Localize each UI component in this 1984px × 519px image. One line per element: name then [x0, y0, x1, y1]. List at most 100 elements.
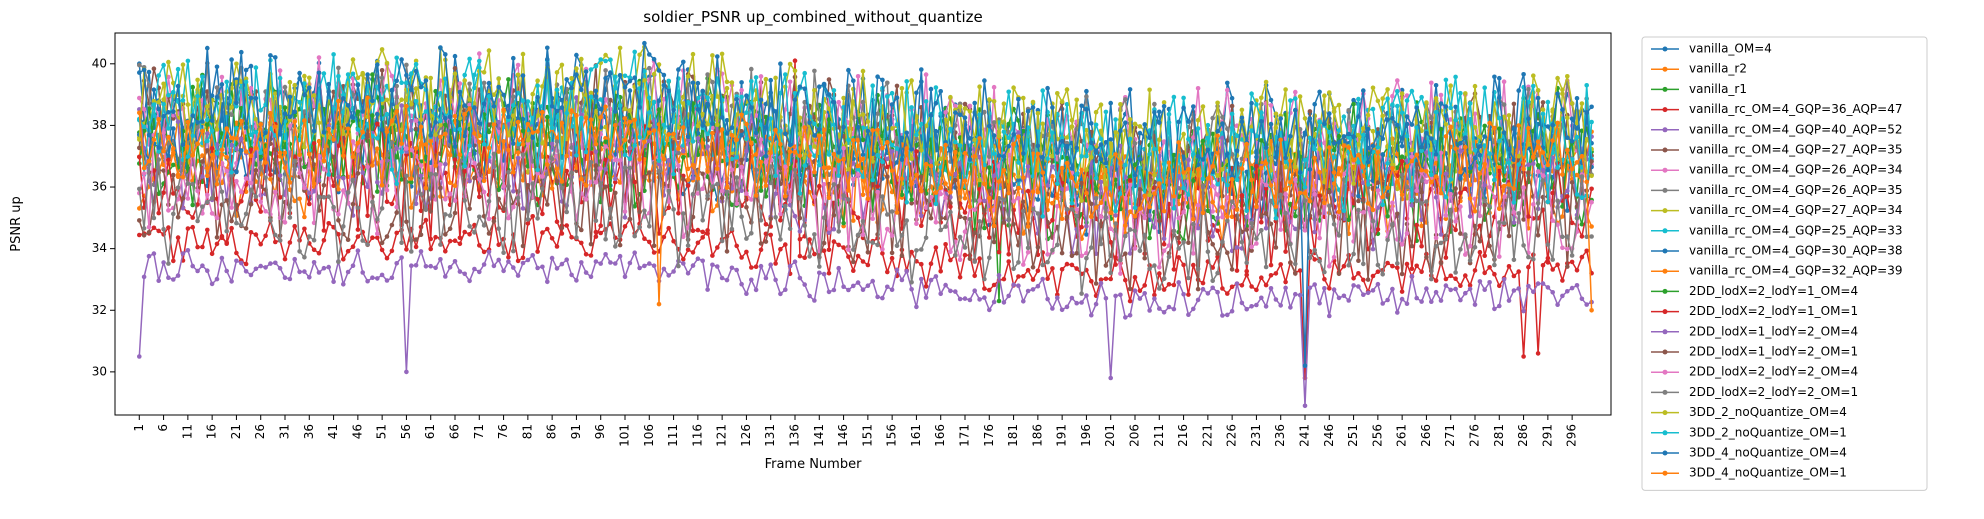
data-point — [302, 185, 307, 191]
data-point — [1385, 87, 1390, 92]
data-point — [282, 220, 288, 225]
data-point — [1433, 278, 1439, 283]
data-point — [1089, 121, 1094, 126]
data-point — [545, 202, 550, 207]
data-point — [263, 209, 268, 214]
data-point — [506, 259, 511, 264]
data-point — [1545, 285, 1551, 290]
data-point — [826, 152, 832, 157]
data-point — [608, 260, 613, 265]
data-point — [1351, 276, 1356, 281]
data-point — [1059, 186, 1065, 192]
data-point — [1161, 242, 1167, 247]
data-point — [171, 258, 176, 264]
data-point — [923, 72, 929, 77]
data-point — [375, 111, 380, 117]
data-point — [326, 221, 332, 226]
data-point — [1356, 96, 1361, 102]
data-point — [603, 136, 608, 141]
data-point — [1492, 306, 1497, 312]
data-point — [739, 255, 744, 260]
data-point — [1195, 86, 1201, 91]
data-point — [923, 295, 929, 300]
data-point — [1074, 251, 1079, 256]
data-point — [1385, 297, 1390, 303]
data-point — [613, 261, 618, 266]
data-point — [1404, 301, 1410, 307]
data-point — [438, 91, 443, 96]
data-point — [1186, 312, 1191, 318]
data-point — [826, 230, 832, 235]
data-point — [914, 304, 919, 310]
data-point — [200, 74, 205, 80]
data-point — [307, 190, 312, 196]
data-point — [1059, 250, 1065, 256]
data-point — [1399, 154, 1405, 159]
data-point — [1531, 289, 1536, 295]
data-point — [1375, 180, 1381, 185]
data-point — [404, 369, 409, 375]
data-point — [1016, 274, 1021, 279]
data-point — [637, 265, 642, 271]
data-point — [292, 256, 298, 262]
data-point — [1487, 280, 1492, 285]
data-point — [394, 146, 400, 151]
data-point — [860, 192, 866, 198]
data-point — [1395, 103, 1400, 109]
data-point — [384, 187, 390, 193]
data-point — [282, 105, 288, 110]
data-point — [1375, 145, 1381, 150]
data-point — [511, 94, 516, 99]
data-point — [345, 269, 351, 275]
data-point — [205, 117, 210, 123]
data-point — [287, 240, 293, 245]
data-point — [943, 181, 948, 186]
data-point — [1297, 137, 1303, 143]
data-point — [1302, 132, 1308, 137]
data-point — [501, 268, 506, 274]
data-point — [812, 298, 817, 303]
data-point — [865, 262, 871, 268]
data-point — [239, 189, 244, 195]
data-point — [1526, 283, 1531, 289]
series-markers-5 — [137, 248, 1594, 409]
data-point — [1433, 289, 1439, 295]
data-point — [744, 191, 749, 196]
data-point — [671, 269, 676, 274]
data-point — [1205, 291, 1211, 296]
data-point — [1453, 286, 1458, 292]
data-point — [666, 225, 671, 231]
data-point — [506, 254, 511, 260]
data-point — [1210, 265, 1215, 270]
data-point — [914, 142, 919, 148]
data-point — [962, 252, 968, 258]
data-point — [185, 196, 191, 201]
data-point — [365, 213, 370, 219]
data-point — [802, 255, 807, 260]
data-point — [1565, 264, 1570, 269]
data-point — [530, 253, 535, 258]
data-point — [1093, 281, 1099, 286]
data-point — [1089, 312, 1094, 318]
data-point — [166, 59, 171, 65]
data-point — [1016, 185, 1021, 191]
data-point — [185, 226, 191, 231]
data-point — [1443, 77, 1449, 83]
data-point — [855, 280, 861, 285]
data-point — [564, 257, 569, 263]
data-point — [831, 88, 837, 93]
data-point — [1074, 266, 1079, 271]
data-point — [647, 261, 652, 266]
data-point — [622, 73, 628, 79]
data-point — [384, 97, 390, 103]
data-point — [1443, 216, 1449, 222]
data-point — [1419, 299, 1424, 304]
data-point — [1555, 262, 1560, 268]
data-point — [477, 51, 482, 56]
data-point — [185, 248, 191, 253]
data-point — [1482, 182, 1487, 188]
data-point — [700, 171, 705, 177]
data-point — [1127, 251, 1133, 256]
data-point — [1181, 156, 1186, 161]
data-point — [685, 271, 691, 276]
